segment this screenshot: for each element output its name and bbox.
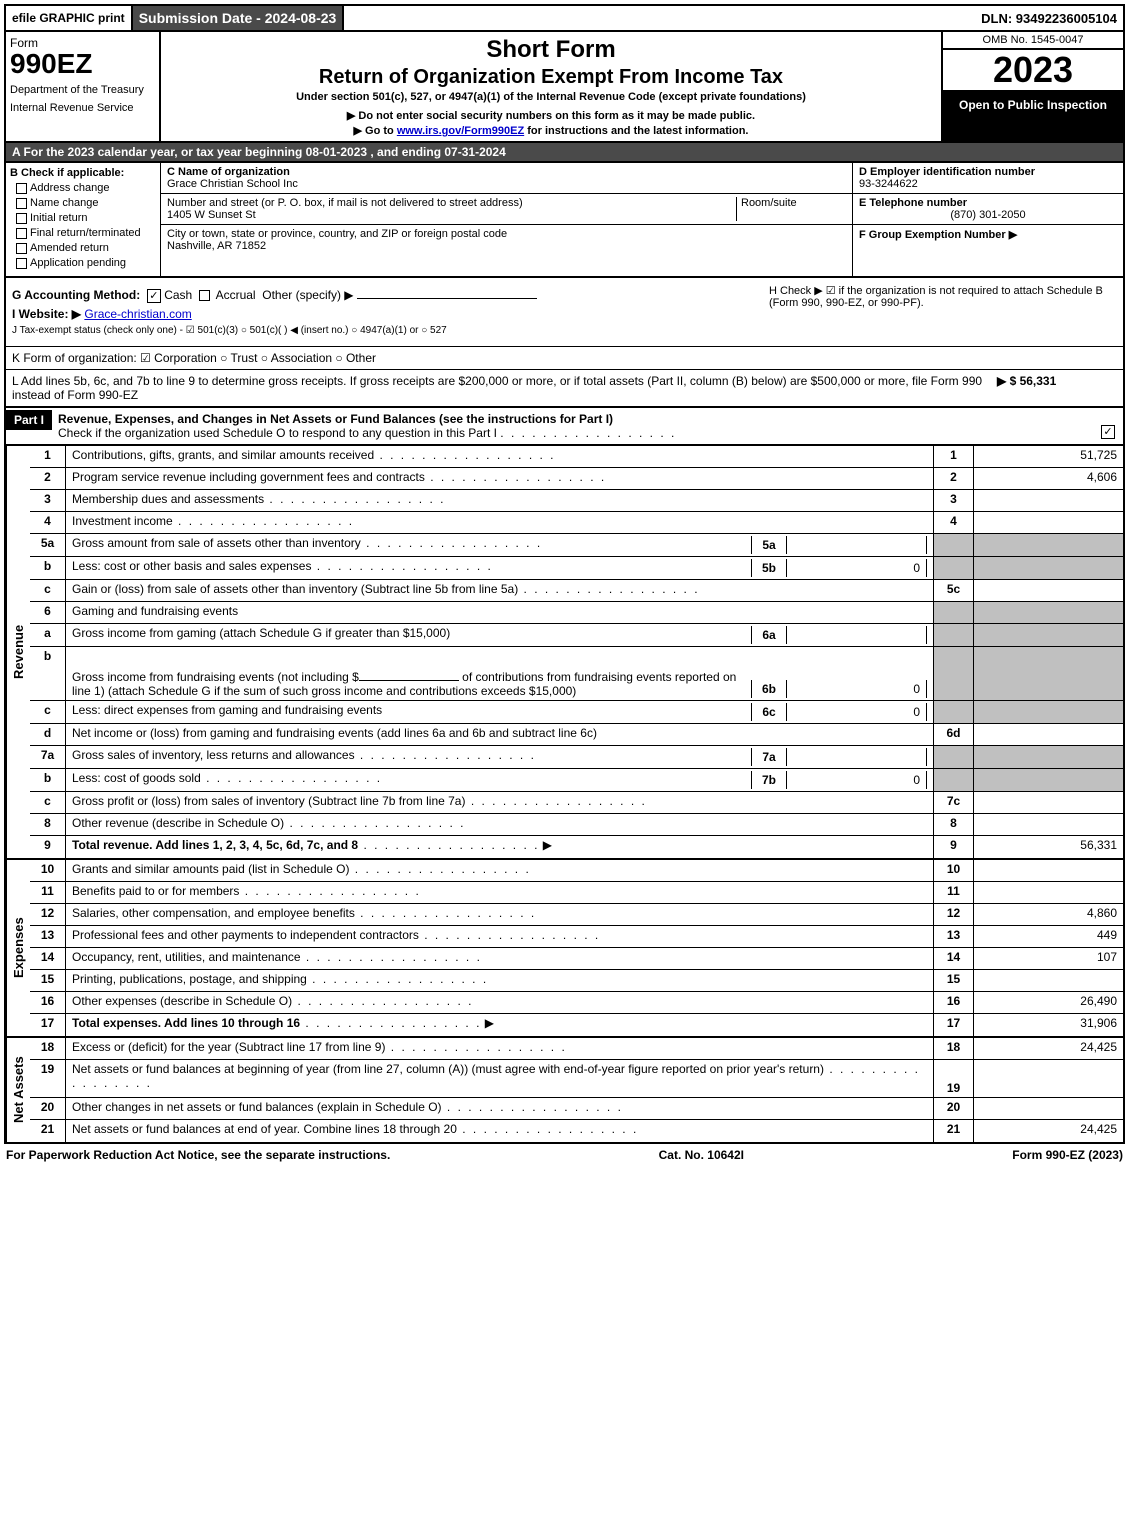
cb-name-change[interactable]: Name change (16, 197, 156, 209)
b-header: B Check if applicable: (10, 167, 156, 179)
top-bar: efile GRAPHIC print Submission Date - 20… (4, 4, 1125, 32)
room-suite-label: Room/suite (736, 197, 846, 221)
form-number: 990EZ (10, 50, 155, 78)
open-to-public: Open to Public Inspection (943, 92, 1123, 141)
cb-final-return[interactable]: Final return/terminated (16, 227, 156, 239)
g-accounting-method: G Accounting Method: ✓ Cash Accrual Othe… (12, 288, 757, 303)
dept-treasury: Department of the Treasury (10, 84, 155, 96)
row-a-calendar-year: A For the 2023 calendar year, or tax yea… (4, 143, 1125, 163)
part1-title: Revenue, Expenses, and Changes in Net As… (58, 412, 613, 426)
footer-formref: Form 990-EZ (2023) (1012, 1148, 1123, 1162)
meta-block: G Accounting Method: ✓ Cash Accrual Othe… (4, 278, 1125, 408)
line21-netassets-end: 24,425 (973, 1120, 1123, 1142)
line1-amount: 51,725 (973, 446, 1123, 467)
efile-label[interactable]: efile GRAPHIC print (6, 6, 133, 30)
expenses-table: Expenses 10Grants and similar amounts pa… (4, 860, 1125, 1038)
goto-post: for instructions and the latest informat… (524, 125, 748, 137)
org-city: Nashville, AR 71852 (167, 240, 846, 252)
info-grid: B Check if applicable: Address change Na… (4, 163, 1125, 278)
cb-initial-return[interactable]: Initial return (16, 212, 156, 224)
j-tax-exempt: J Tax-exempt status (check only one) - ☑… (12, 325, 757, 336)
d-ein-label: D Employer identification number (859, 166, 1117, 178)
tax-year: 2023 (943, 50, 1123, 92)
l-gross-receipts: L Add lines 5b, 6c, and 7b to line 9 to … (6, 369, 1123, 406)
header-right: OMB No. 1545-0047 2023 Open to Public In… (943, 32, 1123, 141)
main-title: Return of Organization Exempt From Incom… (171, 66, 931, 89)
section-def: D Employer identification number 93-3244… (853, 163, 1123, 276)
revenue-table: Revenue 1Contributions, gifts, grants, a… (4, 446, 1125, 860)
page-footer: For Paperwork Reduction Act Notice, see … (4, 1144, 1125, 1166)
line2-amount: 4,606 (973, 468, 1123, 489)
ssn-notice: ▶ Do not enter social security numbers o… (171, 109, 931, 122)
cb-address-change[interactable]: Address change (16, 182, 156, 194)
goto-link[interactable]: www.irs.gov/Form990EZ (397, 125, 524, 137)
i-website: I Website: ▶ Grace-christian.com (12, 307, 757, 321)
c-city-label: City or town, state or province, country… (167, 228, 846, 240)
part1-checkbox[interactable]: ✓ (1101, 425, 1115, 439)
header-left: Form 990EZ Department of the Treasury In… (6, 32, 161, 141)
website-link[interactable]: Grace-christian.com (84, 307, 191, 321)
short-form-title: Short Form (171, 36, 931, 64)
l-amount: ▶ $ 56,331 (997, 374, 1117, 402)
org-address: 1405 W Sunset St (167, 209, 730, 221)
ein-value: 93-3244622 (859, 178, 1117, 190)
irs-label: Internal Revenue Service (10, 102, 155, 114)
netassets-table: Net Assets 18Excess or (deficit) for the… (4, 1038, 1125, 1144)
h-schedule-b: H Check ▶ ☑ if the organization is not r… (763, 278, 1123, 346)
goto-pre: ▶ Go to (354, 125, 397, 137)
expenses-vlabel: Expenses (6, 860, 30, 1036)
form-header: Form 990EZ Department of the Treasury In… (4, 32, 1125, 143)
part1-label: Part I (6, 410, 52, 430)
e-phone-label: E Telephone number (859, 197, 1117, 209)
goto-line: ▶ Go to www.irs.gov/Form990EZ for instru… (171, 124, 931, 137)
footer-left: For Paperwork Reduction Act Notice, see … (6, 1148, 390, 1162)
submission-date: Submission Date - 2024-08-23 (133, 6, 345, 30)
dln-label: DLN: 93492236005104 (975, 6, 1123, 30)
omb-number: OMB No. 1545-0047 (943, 32, 1123, 50)
phone-value: (870) 301-2050 (859, 209, 1117, 221)
header-center: Short Form Return of Organization Exempt… (161, 32, 943, 141)
part1-header-row: Part I Revenue, Expenses, and Changes in… (4, 408, 1125, 446)
part1-check-note: Check if the organization used Schedule … (58, 426, 497, 440)
topbar-fill (344, 6, 975, 30)
revenue-vlabel: Revenue (6, 446, 30, 858)
cb-amended-return[interactable]: Amended return (16, 242, 156, 254)
cb-application-pending[interactable]: Application pending (16, 257, 156, 269)
c-name-label: C Name of organization (167, 166, 846, 178)
footer-catno: Cat. No. 10642I (659, 1148, 744, 1162)
k-form-org: K Form of organization: ☑ Corporation ○ … (6, 346, 1123, 369)
line17-total-expenses: 31,906 (973, 1014, 1123, 1036)
org-name: Grace Christian School Inc (167, 178, 846, 190)
section-b-checkboxes: B Check if applicable: Address change Na… (6, 163, 161, 276)
line9-total-revenue: 56,331 (973, 836, 1123, 858)
subtitle: Under section 501(c), 527, or 4947(a)(1)… (171, 91, 931, 103)
c-addr-label: Number and street (or P. O. box, if mail… (167, 197, 730, 209)
f-group-exemption: F Group Exemption Number ▶ (859, 228, 1117, 241)
netassets-vlabel: Net Assets (6, 1038, 30, 1142)
section-c-org: C Name of organization Grace Christian S… (161, 163, 853, 276)
